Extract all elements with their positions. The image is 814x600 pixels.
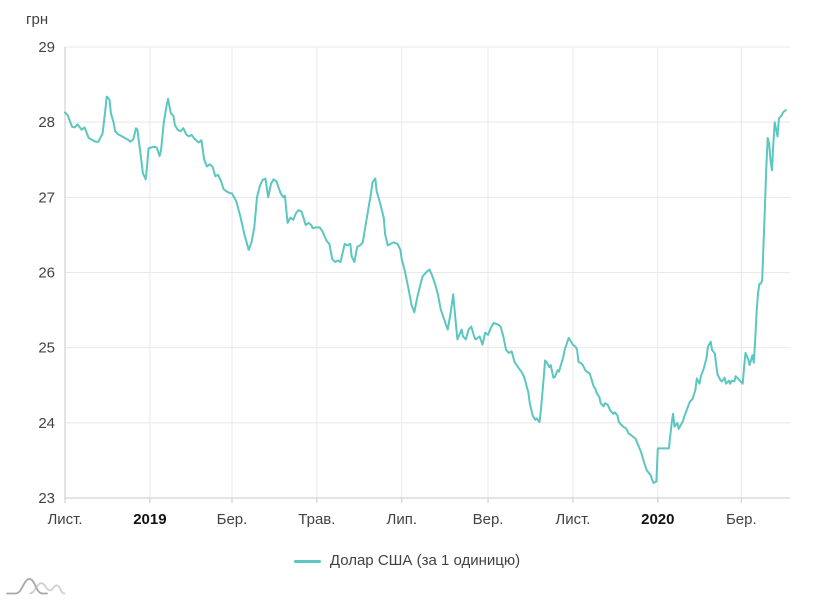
x-tick-label-Бер.: Бер. [726,511,757,528]
chart-canvas[interactable]: 23 24 25 26 27 28 29 Лист. 2019 Бер. Трав. Лип. Вер.… [0,0,814,545]
waves-logo-icon[interactable] [6,574,66,598]
waves-logo-back-curve [29,582,66,595]
series-line-0[interactable] [64,95,787,484]
waves-logo-front-curve [6,578,48,595]
x-tick-label-2020: 2020 [641,511,674,528]
y-tick-label-23: 23 [38,490,55,507]
y-tick-label-25: 25 [38,340,55,357]
chart-legend: Долар США (за 1 одиницю) [0,551,814,571]
y-tick-label-27: 27 [38,189,55,206]
y-tick-label-29: 29 [38,39,55,56]
y-tick-label-26: 26 [38,265,55,282]
y-axis-unit-label: грн [26,11,49,28]
x-tick-label-2019: 2019 [133,511,166,528]
x-tick-label-Лист.: Лист. [555,511,590,528]
x-tick-label-Трав.: Трав. [298,511,335,528]
x-tick-label-Бер.: Бер. [217,511,248,528]
y-tick-label-24: 24 [38,415,55,432]
x-tick-label-Лип.: Лип. [386,511,417,528]
legend-label: Долар США (за 1 одиницю) [329,552,521,569]
legend-line-swatch [293,559,321,563]
x-tick-label-Вер.: Вер. [473,511,504,528]
y-tick-label-28: 28 [38,114,55,131]
x-tick-label-Лист.: Лист. [47,511,82,528]
